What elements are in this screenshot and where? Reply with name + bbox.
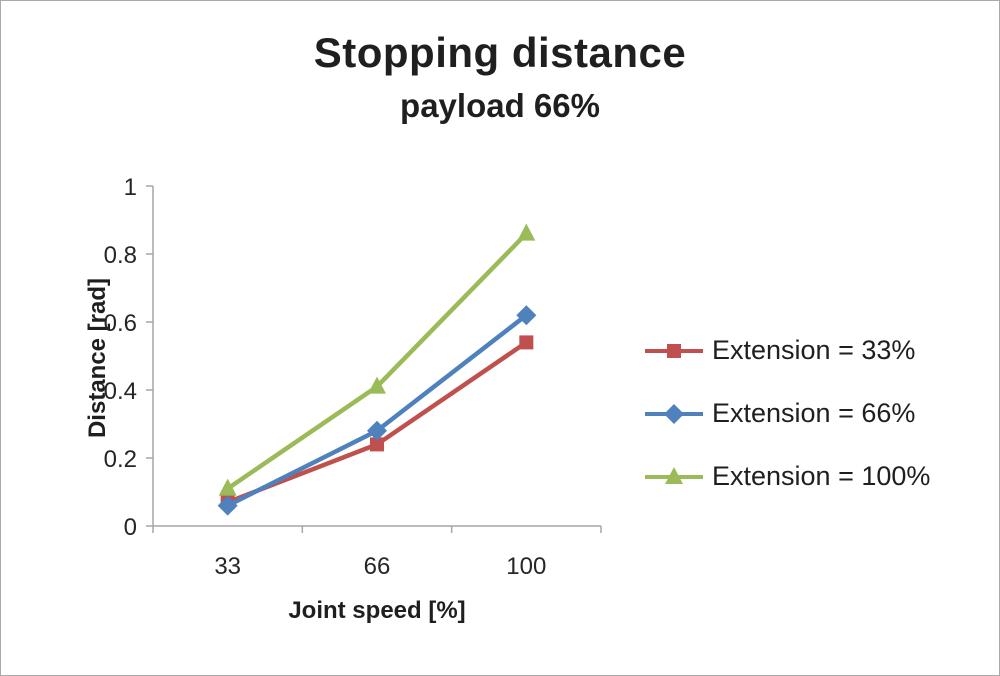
y-tick-label: 0 bbox=[124, 514, 137, 541]
chart-title: Stopping distance bbox=[313, 29, 687, 76]
series-square-marker bbox=[519, 335, 534, 350]
legend-diamond-marker bbox=[664, 403, 684, 424]
legend-key-square-marker bbox=[645, 343, 703, 358]
legend: Extension = 33% Extension = 66% Extensio… bbox=[645, 335, 930, 492]
legend-triangle-marker bbox=[665, 466, 683, 484]
series-diamond-marker bbox=[217, 495, 238, 516]
series-triangle-marker bbox=[368, 376, 386, 394]
legend-square-marker bbox=[667, 343, 681, 358]
series-triangle-marker bbox=[517, 223, 536, 241]
y-tick-label: 0.2 bbox=[104, 446, 137, 473]
legend-key-diamond-marker bbox=[645, 403, 703, 424]
legend-entry: Extension = 66% bbox=[645, 398, 930, 429]
chart-subtitle: payload 66% bbox=[400, 87, 600, 124]
x-tick-label: 66 bbox=[364, 553, 391, 580]
legend-label: Extension = 66% bbox=[712, 398, 916, 428]
x-axis-title: Joint speed [%] bbox=[288, 597, 466, 624]
series-line bbox=[225, 312, 529, 508]
y-tick-label: 0.8 bbox=[104, 242, 137, 269]
y-tick-label: 1 bbox=[124, 174, 137, 201]
legend-key-triangle-marker bbox=[645, 466, 703, 484]
series-triangle-marker bbox=[218, 478, 237, 496]
legend-label: Extension = 100% bbox=[712, 461, 931, 491]
legend-label: Extension = 33% bbox=[712, 335, 916, 365]
series-diamond-marker bbox=[516, 305, 537, 326]
y-tick-label: 0.4 bbox=[104, 378, 137, 405]
x-tick-label: 33 bbox=[214, 553, 241, 580]
series-diamond-marker bbox=[367, 420, 387, 441]
y-tick-label: 0.6 bbox=[104, 310, 137, 337]
legend-entry: Extension = 33% bbox=[645, 335, 930, 366]
series-square-marker bbox=[370, 437, 384, 452]
x-tick-label: 100 bbox=[506, 553, 546, 580]
legend-entry: Extension = 100% bbox=[645, 461, 930, 492]
